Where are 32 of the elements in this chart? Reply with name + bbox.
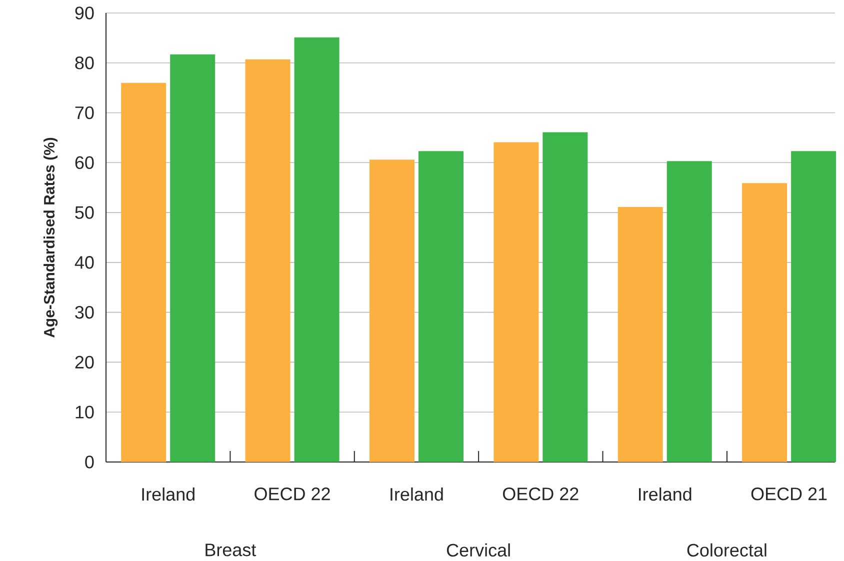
bar xyxy=(170,54,216,462)
bar xyxy=(418,151,464,462)
text: Breast xyxy=(206,544,256,556)
bar xyxy=(791,151,836,462)
text: Colorectal xyxy=(687,543,766,557)
x-tick-label: Ireland xyxy=(639,488,692,501)
y-tick-label: 50 xyxy=(75,206,94,219)
y-tick-label: 40 xyxy=(74,256,94,269)
y-tick-label: 20 xyxy=(75,356,94,369)
text: Cervical xyxy=(446,543,510,557)
x-tick-label: Ireland xyxy=(142,488,194,501)
y-tick-label: 90 xyxy=(75,6,94,20)
bar xyxy=(245,59,290,462)
x-tick-label: Ireland xyxy=(390,488,443,501)
y-tick-label: 60 xyxy=(75,156,94,170)
bar xyxy=(121,82,166,462)
y-tick-label: 10 xyxy=(76,406,94,418)
y-tick-label: 70 xyxy=(75,106,94,120)
bar xyxy=(294,37,340,462)
bar xyxy=(369,160,414,462)
x-tick-label: OECD 22 xyxy=(254,488,330,500)
bar xyxy=(494,142,539,462)
y-tick-label: 30 xyxy=(75,306,94,319)
x-tick-label: OECD 22 xyxy=(503,488,578,500)
y-tick-label: 80 xyxy=(75,56,94,70)
bar xyxy=(542,132,588,462)
x-tick-label: OECD 21 xyxy=(751,488,827,500)
bar xyxy=(618,207,663,462)
bar xyxy=(742,183,788,462)
bar xyxy=(666,161,712,462)
y-axis-title: Age-Standardised Rates (%) xyxy=(44,138,58,338)
y-tick-label: 0 xyxy=(85,456,94,468)
